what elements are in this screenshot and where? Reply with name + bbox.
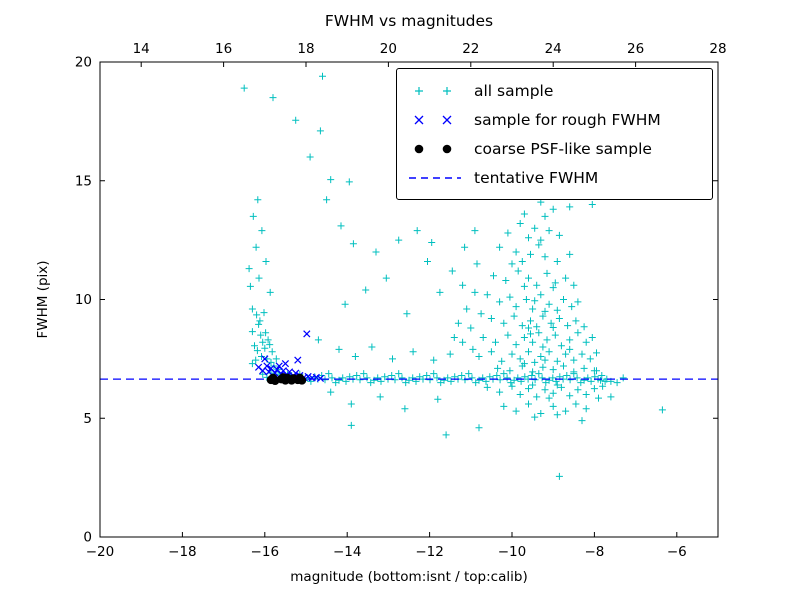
x-bottom-tick-label: −14	[333, 544, 362, 560]
x-bottom-tick-label: −8	[584, 544, 604, 560]
x-top-tick-label: 24	[545, 41, 562, 57]
x-axis-label: magnitude (bottom:isnt / top:calib)	[290, 569, 527, 585]
legend-entry-coarse-psf: coarse PSF-like sample	[407, 134, 702, 163]
chart-title: FWHM vs magnitudes	[325, 12, 493, 30]
y-tick-label: 15	[75, 173, 92, 189]
legend-label-all-sample: all sample	[474, 81, 554, 100]
y-tick-label: 5	[83, 411, 92, 427]
dot-marker-icon	[414, 144, 452, 153]
y-tick-label: 10	[75, 292, 92, 308]
x-top-tick-label: 16	[215, 41, 232, 57]
axis-ticks	[99, 61, 719, 538]
y-tick-label: 20	[75, 55, 92, 71]
x-top-tick-label: 22	[462, 41, 479, 57]
legend-entry-rough-fwhm: sample for rough FWHM	[407, 105, 702, 134]
coarse-psf-points	[266, 373, 307, 386]
x-marker-icon	[414, 115, 452, 124]
y-tick-label: 0	[83, 530, 92, 546]
legend-entry-all-sample: all sample	[407, 76, 702, 105]
rough-fwhm-points	[254, 330, 325, 383]
x-bottom-tick-label: −18	[168, 544, 197, 560]
legend-label-coarse-psf: coarse PSF-like sample	[474, 139, 652, 158]
x-bottom-tick-label: −6	[667, 544, 687, 560]
legend-label-rough-fwhm: sample for rough FWHM	[474, 110, 661, 129]
legend-entry-tentative-fwhm: tentative FWHM	[407, 163, 702, 192]
x-top-tick-label: 26	[627, 41, 644, 57]
x-bottom-tick-label: −20	[86, 544, 115, 560]
axis-tick-labels: −20 −18 −16 −14 −12 −10 −8 −6 14 16 18 20 22 24 26 28 0 5…	[75, 41, 727, 560]
plus-marker-icon	[415, 86, 451, 95]
legend-label-tentative-fwhm: tentative FWHM	[474, 168, 599, 187]
legend: all sample sample for rough FWHM coarse …	[396, 68, 713, 200]
x-top-tick-label: 14	[133, 41, 150, 57]
x-bottom-tick-label: −10	[498, 544, 527, 560]
x-top-tick-label: 28	[709, 41, 726, 57]
x-top-tick-label: 20	[380, 41, 397, 57]
x-bottom-tick-label: −12	[415, 544, 444, 560]
x-top-tick-label: 18	[297, 41, 314, 57]
y-axis-label: FWHM (pix)	[35, 260, 51, 338]
x-bottom-tick-label: −16	[251, 544, 280, 560]
dashed-line-icon	[409, 176, 461, 179]
